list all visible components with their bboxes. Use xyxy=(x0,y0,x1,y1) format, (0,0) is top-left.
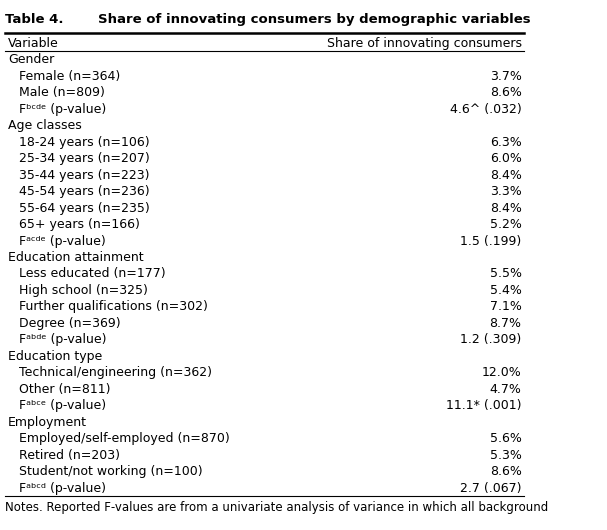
Text: 6.0%: 6.0% xyxy=(490,152,521,165)
Text: 1.2 (.309): 1.2 (.309) xyxy=(460,333,521,346)
Text: 3.7%: 3.7% xyxy=(490,70,521,83)
Text: Employment: Employment xyxy=(8,416,87,429)
Text: 12.0%: 12.0% xyxy=(482,366,521,379)
Text: 8.4%: 8.4% xyxy=(490,201,521,215)
Text: 25-34 years (n=207): 25-34 years (n=207) xyxy=(19,152,149,165)
Text: Student/not working (n=100): Student/not working (n=100) xyxy=(19,465,202,478)
Text: 5.2%: 5.2% xyxy=(490,218,521,231)
Text: Female (n=364): Female (n=364) xyxy=(19,70,120,83)
Text: 35-44 years (n=223): 35-44 years (n=223) xyxy=(19,169,149,182)
Text: Share of innovating consumers: Share of innovating consumers xyxy=(327,37,521,50)
Text: Education attainment: Education attainment xyxy=(8,251,144,264)
Text: 55-64 years (n=235): 55-64 years (n=235) xyxy=(19,201,149,215)
Text: Employed/self-employed (n=870): Employed/self-employed (n=870) xyxy=(19,432,229,445)
Text: High school (n=325): High school (n=325) xyxy=(19,284,148,297)
Text: 45-54 years (n=236): 45-54 years (n=236) xyxy=(19,185,149,198)
Text: Technical/engineering (n=362): Technical/engineering (n=362) xyxy=(19,366,211,379)
Text: Degree (n=369): Degree (n=369) xyxy=(19,317,120,330)
Text: 7.1%: 7.1% xyxy=(490,301,521,313)
Text: 5.3%: 5.3% xyxy=(490,448,521,462)
Text: Share of innovating consumers by demographic variables: Share of innovating consumers by demogra… xyxy=(98,13,531,26)
Text: Variable: Variable xyxy=(8,37,59,50)
Text: 8.7%: 8.7% xyxy=(489,317,521,330)
Text: Other (n=811): Other (n=811) xyxy=(19,383,110,396)
Text: Less educated (n=177): Less educated (n=177) xyxy=(19,268,165,280)
Text: Table 4.: Table 4. xyxy=(5,13,64,26)
Text: 65+ years (n=166): 65+ years (n=166) xyxy=(19,218,140,231)
Text: Notes. Reported F-values are from a univariate analysis of variance in which all: Notes. Reported F-values are from a univ… xyxy=(5,501,549,514)
Text: Fᵃᶜᵈᵉ (p-value): Fᵃᶜᵈᵉ (p-value) xyxy=(19,235,105,248)
Text: 8.6%: 8.6% xyxy=(490,465,521,478)
Text: Fᵇᶜᵈᵉ (p-value): Fᵇᶜᵈᵉ (p-value) xyxy=(19,103,106,116)
Text: Retired (n=203): Retired (n=203) xyxy=(19,448,120,462)
Text: 8.4%: 8.4% xyxy=(490,169,521,182)
Text: 11.1* (.001): 11.1* (.001) xyxy=(446,399,521,412)
Text: Age classes: Age classes xyxy=(8,119,82,132)
Text: Further qualifications (n=302): Further qualifications (n=302) xyxy=(19,301,208,313)
Text: 5.4%: 5.4% xyxy=(490,284,521,297)
Text: Fᵃᵇᶜᵈ (p-value): Fᵃᵇᶜᵈ (p-value) xyxy=(19,482,106,494)
Text: Gender: Gender xyxy=(8,54,54,66)
Text: 18-24 years (n=106): 18-24 years (n=106) xyxy=(19,136,149,149)
Text: 3.3%: 3.3% xyxy=(490,185,521,198)
Text: 2.7 (.067): 2.7 (.067) xyxy=(460,482,521,494)
Text: Fᵃᵇᵈᵉ (p-value): Fᵃᵇᵈᵉ (p-value) xyxy=(19,333,106,346)
Text: 1.5 (.199): 1.5 (.199) xyxy=(460,235,521,248)
Text: 4.6^ (.032): 4.6^ (.032) xyxy=(450,103,521,116)
Text: Education type: Education type xyxy=(8,350,102,363)
Text: Fᵃᵇᶜᵉ (p-value): Fᵃᵇᶜᵉ (p-value) xyxy=(19,399,106,412)
Text: 5.5%: 5.5% xyxy=(489,268,521,280)
Text: Male (n=809): Male (n=809) xyxy=(19,86,104,99)
Text: 8.6%: 8.6% xyxy=(490,86,521,99)
Text: 4.7%: 4.7% xyxy=(490,383,521,396)
Text: 6.3%: 6.3% xyxy=(490,136,521,149)
Text: 5.6%: 5.6% xyxy=(490,432,521,445)
